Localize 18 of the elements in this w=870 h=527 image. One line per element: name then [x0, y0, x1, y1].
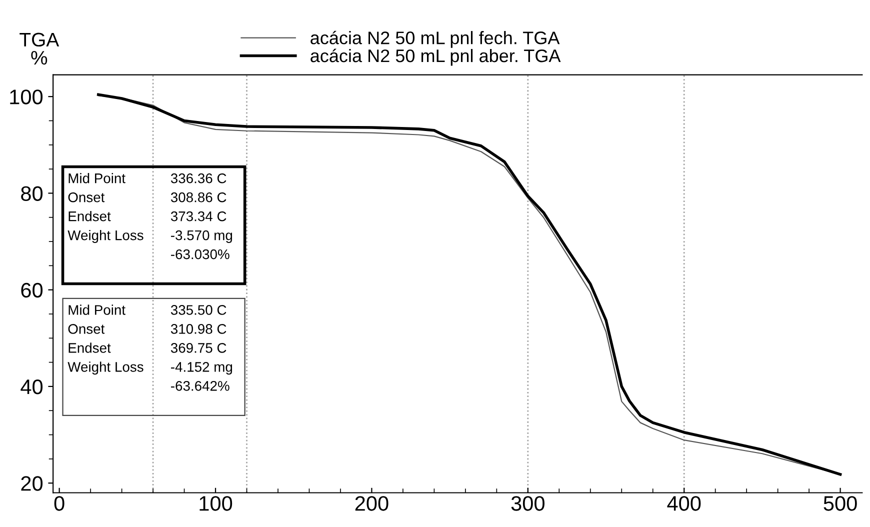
x-tick-label: 100: [200, 496, 232, 511]
y-tick-label: 40: [20, 379, 43, 394]
x-tick-label: 500: [824, 496, 857, 511]
x-tick-label: 0: [54, 496, 64, 511]
y-tick-label: 60: [21, 282, 43, 298]
y-axis-title: TGA %: [20, 32, 60, 65]
legend-label: acácia N2 50 mL pnl fech. TGA: [310, 30, 560, 48]
annotation: 335.50 C 310.98 C 369.75 C -4.152 mg -63.642%: [170, 305, 232, 391]
x-tick-label: 300: [511, 496, 544, 511]
annotation: Mid Point Onset Endset Weight Loss: [68, 304, 144, 375]
x-tick-label: 200: [355, 496, 388, 511]
y-tick-label: 20: [21, 476, 43, 491]
annotation: Mid Point Onset Endset Weight Loss: [68, 173, 144, 243]
x-tick-label: 400: [667, 496, 701, 511]
y-tick-label: 80: [21, 186, 43, 201]
annotation: 336.36 C 308.86 C 373.34 C -3.570 mg -63.030%: [170, 173, 232, 260]
legend-label: acácia N2 50 mL pnl aber. TGA: [310, 48, 561, 66]
y-tick-label: 100: [10, 90, 43, 104]
